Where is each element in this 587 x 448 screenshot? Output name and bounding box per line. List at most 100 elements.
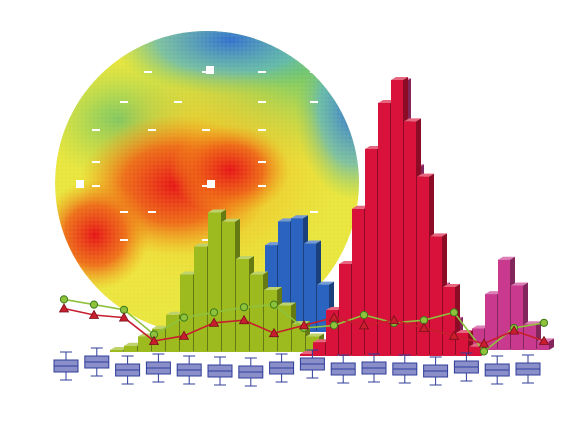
line-point xyxy=(239,303,249,312)
line-point xyxy=(358,320,370,330)
wafer-heatmap xyxy=(55,31,359,335)
bar-top xyxy=(326,307,343,310)
bar-top xyxy=(430,233,447,237)
line-point xyxy=(238,314,250,325)
line-point xyxy=(418,322,430,332)
bar-top xyxy=(485,291,502,295)
wafer-marker xyxy=(120,211,128,213)
bar-face xyxy=(339,264,351,356)
trend-lines xyxy=(58,295,550,356)
bar-face xyxy=(430,236,442,356)
bar-top xyxy=(278,218,295,222)
box-plot xyxy=(176,355,202,385)
bar-face xyxy=(524,324,536,350)
wafer-marker xyxy=(202,185,210,187)
line-point xyxy=(508,325,520,335)
line-point xyxy=(89,300,99,309)
box-plot xyxy=(84,347,110,377)
line-point xyxy=(388,314,400,325)
wafer-marker xyxy=(202,129,210,131)
wafer-marker xyxy=(206,66,214,74)
bar-face xyxy=(194,246,207,352)
bar-face xyxy=(166,314,179,352)
bar-top xyxy=(124,342,142,346)
wafer-marker xyxy=(148,211,156,213)
bar-face xyxy=(391,80,403,356)
line-point xyxy=(118,312,130,322)
bar-top xyxy=(339,261,356,264)
line-point xyxy=(539,318,549,327)
bar xyxy=(306,333,324,352)
wafer-marker xyxy=(120,239,128,241)
bar-face xyxy=(300,354,312,356)
bar-top xyxy=(306,333,324,337)
bar-face xyxy=(417,176,429,356)
bar-top xyxy=(498,256,515,260)
bar-face xyxy=(537,341,549,350)
wafer-marker xyxy=(92,161,100,163)
wafer-marker xyxy=(120,101,128,103)
wafer-marker xyxy=(258,101,266,103)
bar-top xyxy=(313,339,330,343)
bar-top xyxy=(110,347,128,350)
line-point xyxy=(268,327,280,338)
bar-top xyxy=(222,218,240,222)
box-plot xyxy=(330,354,356,384)
wafer-marker xyxy=(258,161,266,163)
wafer-marker xyxy=(258,185,266,187)
box-plot xyxy=(238,357,264,387)
line-point xyxy=(538,335,550,345)
bar-top xyxy=(511,282,528,286)
line-point xyxy=(479,347,489,356)
bar-face xyxy=(264,290,277,352)
wafer-marker xyxy=(92,129,100,131)
bar-top xyxy=(317,281,334,285)
bar-face xyxy=(250,274,263,352)
bar-top xyxy=(236,256,254,259)
line-point xyxy=(329,321,339,330)
bar-face xyxy=(222,221,235,352)
box-plot xyxy=(484,355,510,385)
bar-top xyxy=(304,240,321,244)
box-plot xyxy=(392,354,418,384)
bar-side xyxy=(549,338,554,350)
box-plot xyxy=(115,355,141,385)
box-plot xyxy=(515,354,541,384)
line-series-red xyxy=(58,303,550,348)
bar-face xyxy=(365,149,377,356)
wafer-marker xyxy=(310,71,318,73)
line-point xyxy=(209,308,219,317)
bar-top xyxy=(472,325,489,329)
bar-face xyxy=(404,121,416,357)
bar-face xyxy=(352,208,364,356)
bar-face xyxy=(110,350,123,352)
bar-face xyxy=(443,287,455,356)
histogram-bars xyxy=(110,77,554,357)
bar-face xyxy=(124,345,137,352)
wafer-marker xyxy=(207,180,215,188)
line-point xyxy=(478,338,490,348)
box-plot xyxy=(269,353,295,383)
bar-face xyxy=(138,336,151,352)
bar-top xyxy=(194,243,212,247)
bar-top xyxy=(166,311,184,315)
bar-face xyxy=(313,342,325,356)
line-point xyxy=(58,303,70,313)
bar-top xyxy=(291,215,308,219)
bar-face xyxy=(498,259,510,350)
bar-top xyxy=(180,271,198,275)
box-plot xyxy=(53,351,79,381)
wafer-marker xyxy=(202,239,210,241)
wafer-marker xyxy=(258,71,266,73)
bar-top xyxy=(264,287,282,290)
wafer-marker xyxy=(148,129,156,131)
bar-face xyxy=(511,285,523,350)
bar-top xyxy=(417,173,434,177)
box-plot xyxy=(145,353,171,383)
box-plot xyxy=(207,356,233,386)
bar-top xyxy=(208,209,226,213)
box-plot xyxy=(299,349,325,379)
bar-top xyxy=(404,118,421,122)
bar-face xyxy=(469,346,481,356)
